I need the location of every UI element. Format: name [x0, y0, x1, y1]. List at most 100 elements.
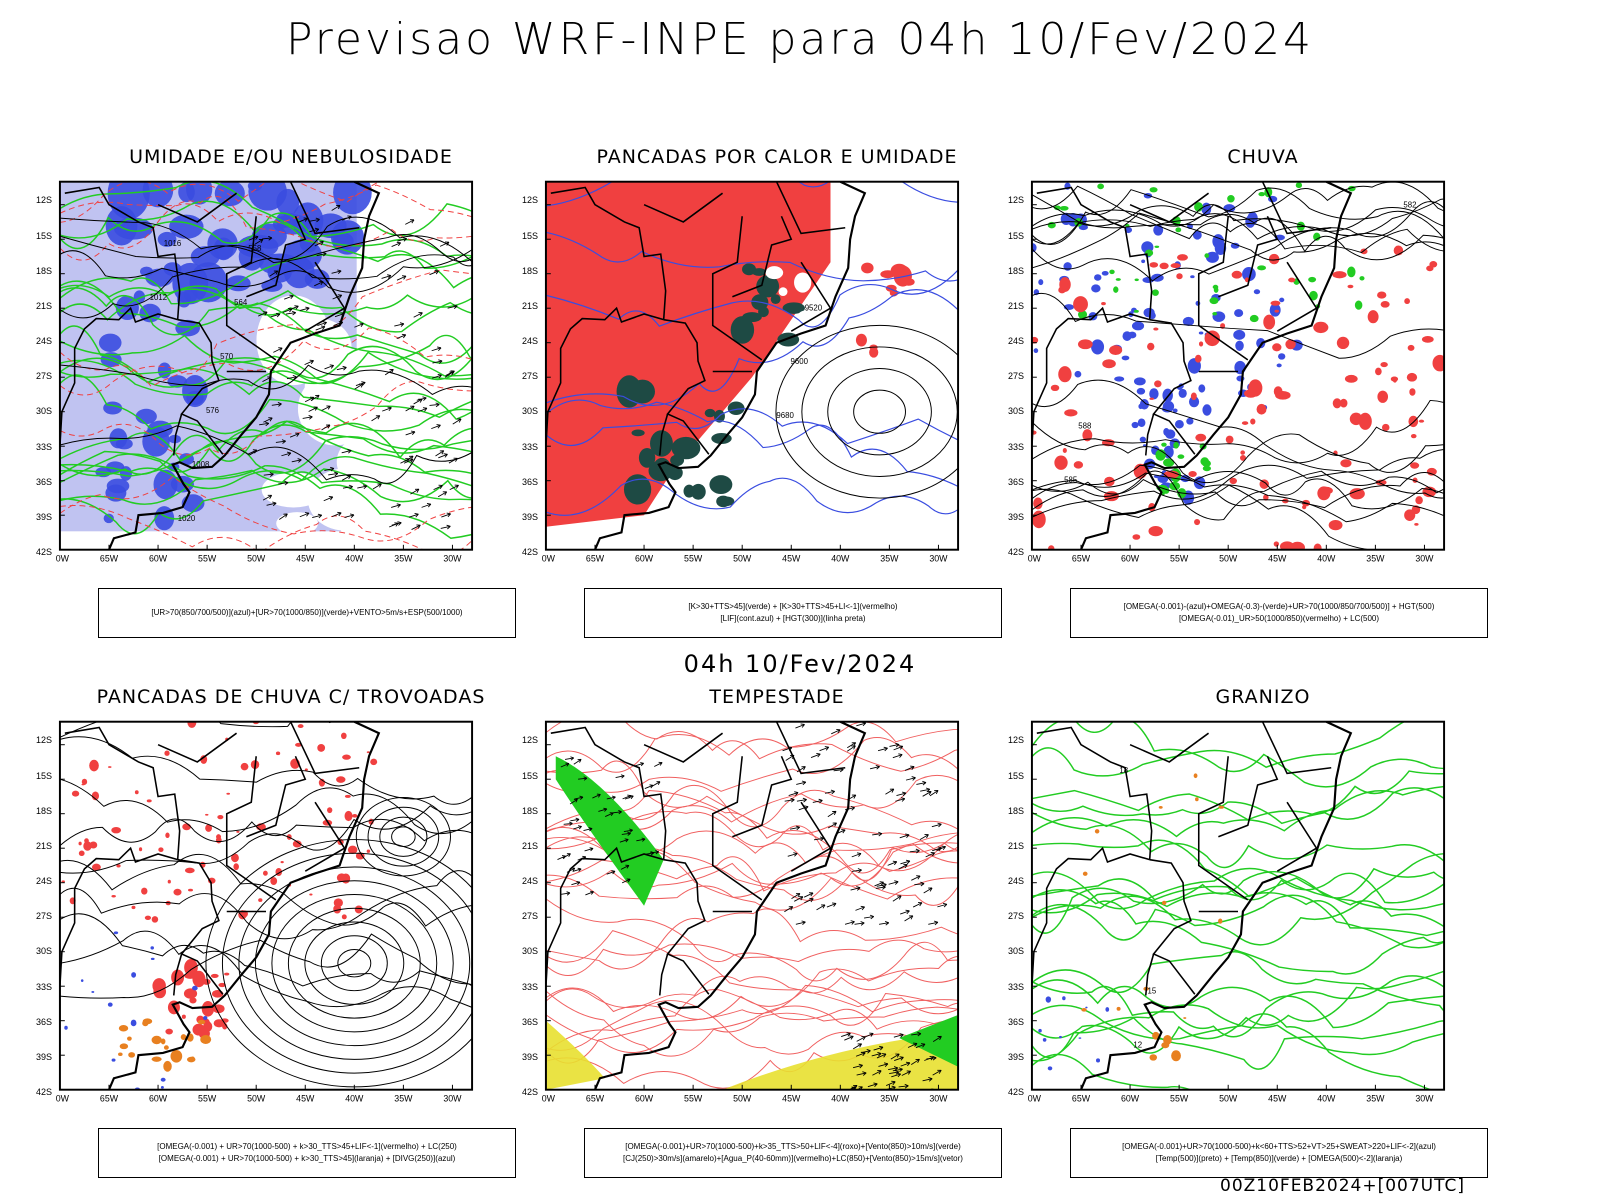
- lon-tick-label: 55W: [1170, 553, 1189, 563]
- contour-label: 582: [1403, 200, 1416, 209]
- lon-tick-label: 45W: [1268, 553, 1287, 563]
- lon-tick-label: 30W: [443, 1093, 462, 1103]
- panel-pancadas-calor: PANCADAS POR CALOR E UMIDADE 9680 9600 952…: [522, 146, 1012, 638]
- lon-tick-label: 30W: [929, 1093, 948, 1103]
- coastline: [1031, 721, 1353, 1090]
- contour-label: 15: [1148, 987, 1157, 996]
- lat-tick-label: 42S: [521, 547, 538, 557]
- map-canvas: 1012 1016 1020 1008 576 570 564 558 70W 65W 60W 55W…: [56, 180, 474, 563]
- panel-title: TEMPESTADE: [709, 686, 845, 708]
- main-title: Previsao WRF-INPE para 04h 10/Fev/2024: [286, 14, 1314, 65]
- map-tempestade: 70W 65W 60W 55W 50W 45W 40W 35W 30W 12S 15S 18S 21S 2…: [522, 718, 962, 1103]
- legend-box: [UR>70(850/700/500)](azul)+[UR>70(1000/8…: [98, 588, 516, 638]
- lat-tick-label: 24S: [35, 336, 52, 347]
- lat-tick-label: 24S: [35, 876, 52, 887]
- lon-tick-label: 70W: [542, 1093, 556, 1103]
- lon-tick-label: 70W: [1028, 1093, 1042, 1103]
- lat-tick-label: 18S: [521, 265, 538, 276]
- legend-line-1: [K>30+TTS>45](verde) + [K>30+TTS>45+LI<-…: [688, 602, 898, 611]
- lon-tick-label: 55W: [684, 1093, 703, 1103]
- lat-tick-label: 30S: [1007, 406, 1024, 417]
- footer-run-id: 00Z10FEB2024+[007UTC]: [1220, 1176, 1466, 1196]
- lat-tick-label: 39S: [521, 511, 538, 522]
- panel-trovoadas: PANCADAS DE CHUVA C/ TROVOADAS 70W 65W 60W…: [36, 686, 526, 1178]
- lat-tick-label: 12S: [35, 735, 52, 746]
- contour-label: 1012: [150, 293, 167, 302]
- contour-label: 18: [1119, 766, 1128, 775]
- legend-box: [OMEGA(-0.001)+UR>70(1000-500)+k<60+TTS>…: [1070, 1128, 1488, 1178]
- lon-tick-label: 45W: [782, 1093, 801, 1103]
- lon-tick-label: 40W: [345, 553, 364, 563]
- lon-tick-label: 70W: [542, 553, 556, 563]
- lat-tick-label: 30S: [35, 406, 52, 417]
- lat-tick-label: 27S: [1007, 371, 1024, 382]
- lat-tick-label: 33S: [521, 981, 538, 992]
- contour-label: 576: [206, 406, 220, 415]
- lat-tick-label: 39S: [1007, 511, 1024, 522]
- contour-label: 558: [248, 244, 262, 253]
- map-pancadas-calor: 9680 9600 9520 70W 65W 60W 55W 50W 45W 40W 35W 30W 1…: [522, 178, 962, 563]
- lat-tick-label: 42S: [35, 1087, 52, 1097]
- lat-tick-label: 30S: [521, 406, 538, 417]
- panel-granizo: GRANIZO 18 12 15 70W 65W 60W 55W 50W 45W 40W 35W 30…: [1008, 686, 1498, 1178]
- lat-tick-label: 36S: [35, 1016, 52, 1027]
- lon-tick-label: 40W: [831, 1093, 850, 1103]
- panel-title: PANCADAS DE CHUVA C/ TROVOADAS: [96, 686, 486, 708]
- lat-tick-label: 30S: [521, 946, 538, 957]
- lat-tick-label: 15S: [1007, 770, 1024, 781]
- lat-tick-label: 33S: [1007, 441, 1024, 452]
- panel-chuva: CHUVA 582 585 588 70W 65W 60W 55W 50W 45W 40W 35W 3…: [1008, 146, 1498, 638]
- lat-tick-label: 15S: [1007, 230, 1024, 241]
- lat-tick-label: 36S: [1007, 1016, 1024, 1027]
- coastline: [1031, 181, 1353, 550]
- lat-tick-label: 24S: [521, 876, 538, 887]
- legend-box: [OMEGA(-0.001)-(azul)+OMEGA(-0.3)-(verde…: [1070, 588, 1488, 638]
- legend-line-1: [OMEGA(-0.001)+UR>70(1000-500)+k<60+TTS>…: [1122, 1142, 1436, 1151]
- contour-label: 564: [234, 298, 248, 307]
- lat-tick-label: 30S: [1007, 946, 1024, 957]
- lat-tick-label: 27S: [35, 371, 52, 382]
- coastline: [545, 181, 867, 550]
- lon-tick-label: 65W: [100, 1093, 119, 1103]
- lat-tick-label: 39S: [35, 1051, 52, 1062]
- legend-line-1: [OMEGA(-0.001) + UR>70(1000-500) + k>30_…: [157, 1142, 457, 1151]
- lat-tick-label: 36S: [35, 476, 52, 487]
- map-umidade: 1012 1016 1020 1008 576 570 564 558 70W 65W 60W 55W…: [36, 178, 476, 563]
- mid-forecast-time: 04h 10/Fev/2024: [683, 650, 917, 678]
- lat-tick-label: 12S: [521, 195, 538, 206]
- lat-tick-label: 42S: [1007, 547, 1024, 557]
- lat-tick-label: 39S: [35, 511, 52, 522]
- lon-tick-label: 40W: [831, 553, 850, 563]
- legend-line-1: [UR>70(850/700/500)](azul)+[UR>70(1000/8…: [151, 608, 463, 617]
- lat-tick-label: 27S: [35, 911, 52, 922]
- lat-tick-label: 12S: [35, 195, 52, 206]
- lon-tick-label: 45W: [1268, 1093, 1287, 1103]
- lat-tick-label: 18S: [35, 805, 52, 816]
- lon-tick-label: 35W: [880, 553, 899, 563]
- lon-tick-label: 40W: [1317, 553, 1336, 563]
- lon-tick-label: 35W: [880, 1093, 899, 1103]
- lon-tick-label: 35W: [1366, 1093, 1385, 1103]
- contour-label: 1016: [164, 239, 182, 248]
- lat-tick-label: 33S: [521, 441, 538, 452]
- lat-tick-label: 15S: [35, 230, 52, 241]
- lat-tick-label: 42S: [35, 547, 52, 557]
- contour-label: 585: [1064, 475, 1078, 484]
- lon-tick-label: 45W: [296, 553, 315, 563]
- legend-line-2: [Temp(500)](preto) + [Temp(850)](verde) …: [1155, 1154, 1403, 1163]
- map-canvas: 582 585 588 70W 65W 60W 55W 50W 45W 40W 35W 30W: [1028, 180, 1446, 563]
- panel-umidade: UMIDADE E/OU NEBULOSIDADE 1012 1016 1020 10…: [36, 146, 526, 638]
- lat-tick-label: 33S: [1007, 981, 1024, 992]
- lon-tick-label: 55W: [198, 553, 217, 563]
- map-canvas: 70W 65W 60W 55W 50W 45W 40W 35W 30W: [56, 720, 474, 1103]
- panel-title: GRANIZO: [1215, 686, 1311, 708]
- lat-tick-label: 24S: [1007, 876, 1024, 887]
- lon-tick-label: 30W: [1415, 553, 1434, 563]
- legend-line-2: [OMEGA(-0.01)_UR>50(1000/850)(vermelho) …: [1178, 614, 1380, 623]
- lat-tick-label: 18S: [35, 265, 52, 276]
- lat-tick-label: 21S: [1007, 840, 1024, 851]
- lon-tick-label: 30W: [443, 553, 462, 563]
- lat-tick-label: 12S: [521, 735, 538, 746]
- lat-tick-label: 18S: [1007, 805, 1024, 816]
- lon-tick-label: 50W: [733, 553, 752, 563]
